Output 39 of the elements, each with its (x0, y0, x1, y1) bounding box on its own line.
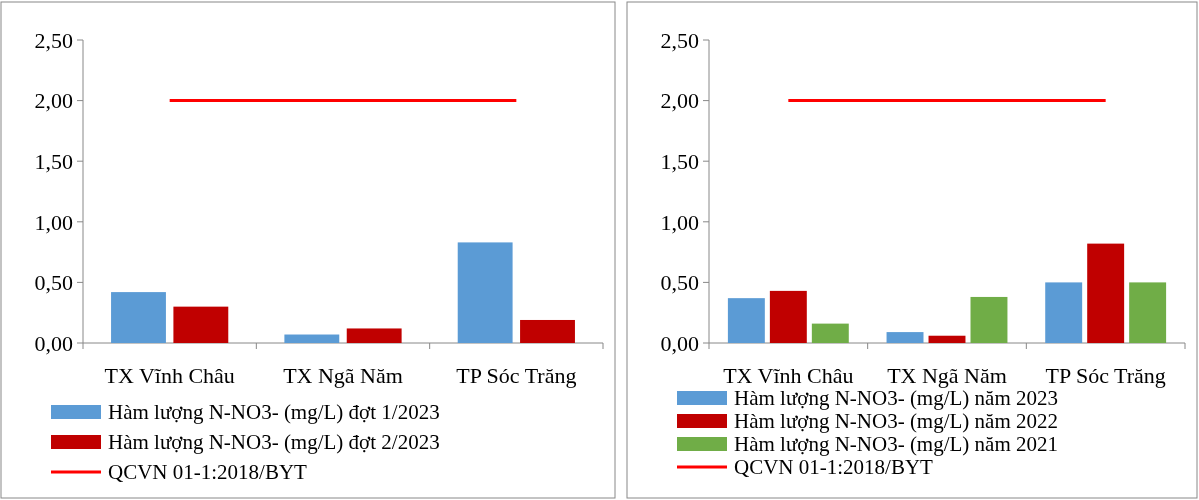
x-tick-label: TP Sóc Trăng (456, 363, 577, 388)
bar (928, 335, 966, 343)
bar (1045, 282, 1083, 343)
x-tick-label: TX Ngã Năm (283, 363, 403, 388)
y-tick-label: 1,00 (34, 209, 73, 235)
legend-label: QCVN 01-1:2018/BYT (108, 460, 308, 485)
legend-label: Hàm lượng N-NO3- (mg/L) đợt 2/2023 (108, 430, 440, 455)
y-tick-label: 1,50 (34, 148, 73, 174)
bar (811, 323, 849, 343)
y-tick-label: 2,00 (34, 88, 73, 114)
bar (284, 334, 340, 343)
x-tick-label: TX Vĩnh Châu (104, 363, 235, 388)
legend-label: Hàm lượng N-NO3- (mg/L) đợt 1/2023 (108, 400, 440, 425)
y-tick-label: 2,50 (660, 27, 699, 53)
y-tick-label: 0,50 (660, 270, 699, 296)
y-tick-label: 1,00 (660, 209, 699, 235)
y-tick-label: 0,50 (34, 270, 73, 296)
y-tick-label: 2,00 (660, 88, 699, 114)
bar (457, 242, 513, 343)
legend-label: Hàm lượng N-NO3- (mg/L) năm 2022 (734, 409, 1059, 434)
bar (520, 319, 575, 343)
bar (346, 328, 402, 343)
y-tick-label: 2,50 (34, 27, 73, 53)
bar (1087, 243, 1125, 343)
legend-label: QCVN 01-1:2018/BYT (734, 455, 934, 480)
y-tick-label: 0,00 (34, 330, 73, 356)
bar (970, 296, 1008, 343)
bar (727, 298, 765, 343)
x-tick-label: TX Ngã Năm (887, 363, 1007, 388)
bar (1129, 282, 1167, 343)
y-tick-label: 1,50 (660, 148, 699, 174)
bar (111, 292, 166, 343)
x-tick-label: TP Sóc Trăng (1045, 363, 1166, 388)
y-tick-label: 0,00 (660, 330, 699, 356)
bar (769, 290, 807, 343)
bar (886, 332, 924, 343)
legend-label: Hàm lượng N-NO3- (mg/L) năm 2021 (734, 432, 1059, 457)
bar (173, 306, 229, 343)
x-tick-label: TX Vĩnh Châu (723, 363, 854, 388)
